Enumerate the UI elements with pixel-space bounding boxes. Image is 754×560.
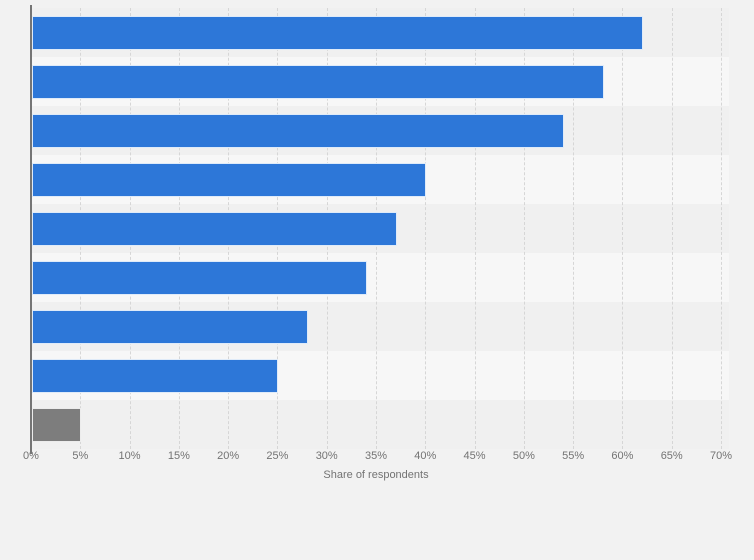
x-tick-label: 20% <box>217 450 240 462</box>
x-tick-label: 45% <box>463 450 486 462</box>
x-tick-label: 55% <box>562 450 585 462</box>
x-axis-label: Share of respondents <box>323 469 429 481</box>
x-tick-label: 35% <box>364 450 388 462</box>
x-tick-label: 5% <box>72 450 89 462</box>
gridline <box>474 8 476 449</box>
bar <box>32 359 279 393</box>
gridline <box>622 8 624 449</box>
gridline <box>573 8 575 449</box>
bar <box>32 163 427 197</box>
x-tick-label: 25% <box>266 450 289 462</box>
gridline <box>671 8 673 449</box>
bar <box>32 408 82 442</box>
x-tick-label: 50% <box>512 450 535 462</box>
x-tick-label: 0% <box>23 450 39 462</box>
x-tick-label: 40% <box>414 450 437 462</box>
gridline <box>721 8 722 449</box>
x-tick-label: 10% <box>118 450 141 462</box>
x-tick-label: 65% <box>660 450 683 462</box>
bar <box>32 261 368 295</box>
x-tick-label: 70% <box>709 450 733 462</box>
bar <box>32 65 604 99</box>
x-tick-label: 60% <box>611 450 634 462</box>
gridline <box>425 8 427 449</box>
x-tick-label: 15% <box>167 450 190 462</box>
bar <box>32 310 308 344</box>
y-axis-line <box>30 5 32 454</box>
x-tick-label: 30% <box>315 450 338 462</box>
row-stripe <box>31 400 729 449</box>
gridline <box>523 8 525 449</box>
plot-area <box>30 8 729 449</box>
bar <box>32 16 644 50</box>
bar <box>32 212 397 246</box>
bar <box>32 114 565 148</box>
